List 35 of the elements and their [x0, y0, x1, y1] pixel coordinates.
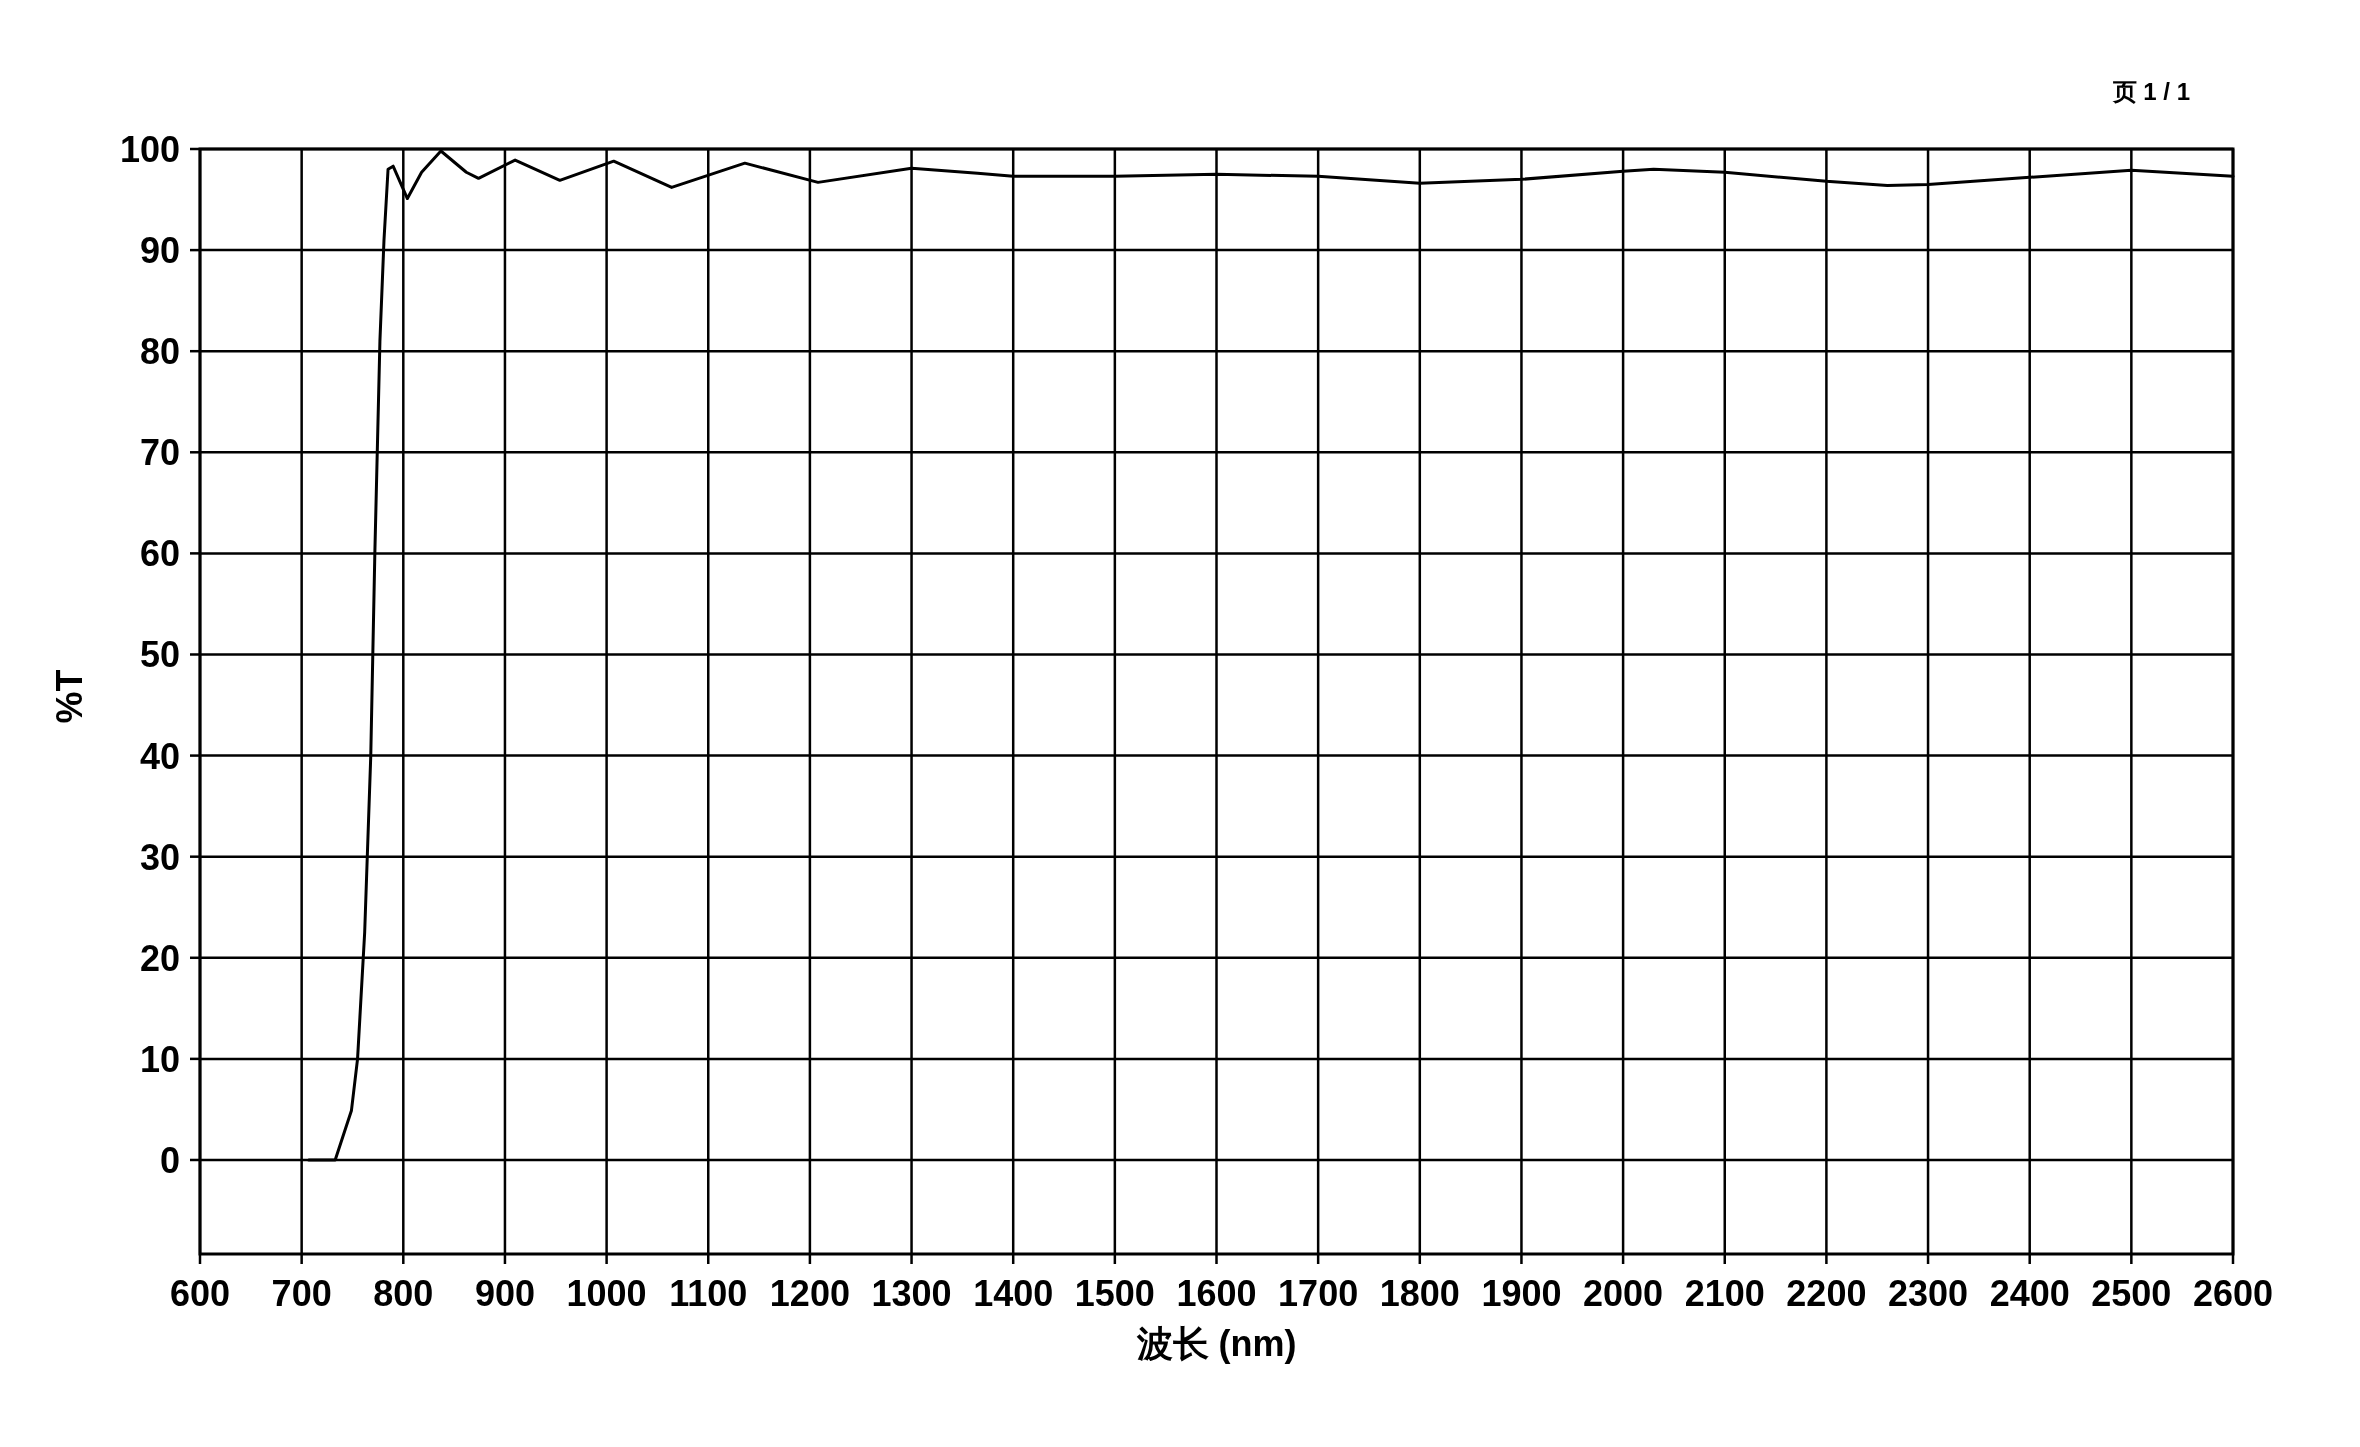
x-tick-label: 800: [373, 1273, 434, 1314]
y-tick-label: 30: [139, 836, 180, 878]
x-tick-label: 1100: [669, 1273, 748, 1314]
x-tick-label: 2300: [1888, 1273, 1969, 1314]
x-tick-label: 1300: [871, 1273, 952, 1314]
y-tick-label: 40: [139, 735, 180, 777]
x-tick-label: 1500: [1074, 1273, 1155, 1314]
y-tick-label: 10: [139, 1038, 180, 1080]
y-tick-label: 100: [119, 129, 180, 170]
y-tick-label: 80: [139, 331, 180, 373]
x-tick-label: 1900: [1481, 1273, 1562, 1314]
y-tick-label: 60: [139, 533, 180, 575]
x-tick-label: 2500: [2091, 1273, 2172, 1314]
y-axis-title: %T: [49, 669, 90, 724]
y-tick-label: 90: [139, 230, 180, 272]
x-tick-label: 1400: [973, 1273, 1054, 1314]
y-tick-label: 20: [139, 937, 180, 979]
x-tick-label: 2400: [1989, 1273, 2070, 1314]
x-tick-label: 600: [169, 1273, 231, 1314]
y-tick-label: 50: [139, 634, 180, 676]
x-tick-label: 1200: [769, 1273, 850, 1314]
y-tick-label: 0: [159, 1139, 180, 1181]
x-tick-label: 2000: [1583, 1273, 1664, 1314]
text: 页 1 / 1: [2111, 78, 2190, 105]
x-tick-label: 1600: [1176, 1273, 1257, 1314]
x-tick-label: 1800: [1379, 1273, 1460, 1314]
x-tick-label: 1000: [566, 1273, 647, 1314]
x-axis-title: 波长 (nm): [1135, 1323, 1297, 1364]
x-tick-label: 700: [271, 1273, 332, 1314]
x-tick-label: 1700: [1278, 1273, 1359, 1314]
x-tick-label: 2200: [1786, 1273, 1867, 1314]
x-tick-label: 2600: [2192, 1273, 2274, 1314]
y-tick-label: 70: [139, 432, 180, 474]
x-tick-label: 900: [474, 1273, 535, 1314]
x-tick-label: 2100: [1684, 1273, 1765, 1314]
